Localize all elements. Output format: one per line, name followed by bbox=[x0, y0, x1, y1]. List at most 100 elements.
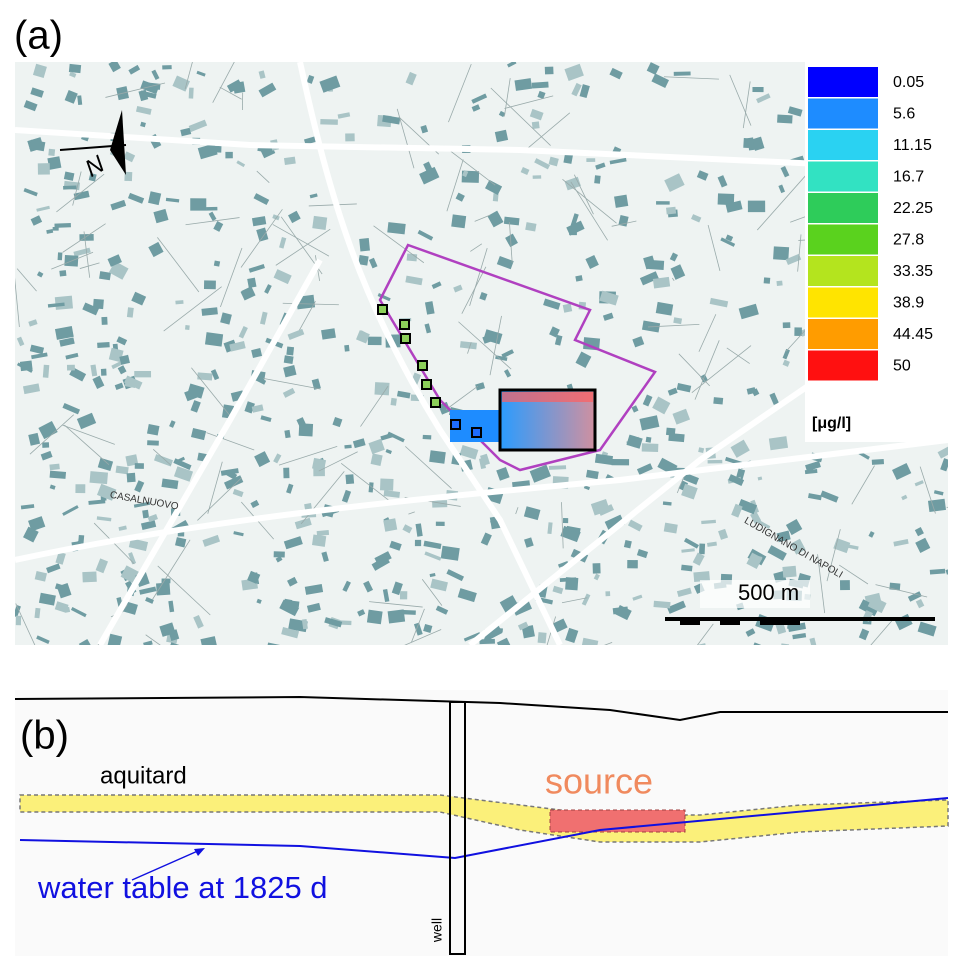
building bbox=[627, 560, 638, 568]
building bbox=[274, 551, 285, 557]
building bbox=[189, 88, 194, 99]
building bbox=[233, 81, 246, 93]
building bbox=[284, 355, 294, 364]
building bbox=[20, 360, 33, 371]
building bbox=[593, 563, 601, 574]
building bbox=[63, 185, 76, 189]
building bbox=[563, 304, 573, 313]
building bbox=[840, 580, 850, 590]
building bbox=[668, 433, 684, 442]
legend-label: 0.05 bbox=[893, 74, 924, 91]
building bbox=[380, 478, 394, 490]
building bbox=[312, 216, 327, 230]
building bbox=[101, 369, 107, 376]
building bbox=[135, 463, 144, 469]
building bbox=[782, 566, 796, 578]
well-label: well bbox=[429, 918, 445, 943]
building bbox=[127, 307, 134, 317]
building bbox=[162, 65, 172, 69]
building bbox=[369, 482, 374, 492]
building bbox=[594, 175, 601, 184]
building bbox=[58, 252, 63, 260]
building bbox=[565, 577, 578, 590]
figure: (a) N CASALNUOVO LUDIGNANO DI NAPOLI 500… bbox=[0, 0, 957, 956]
building bbox=[674, 72, 691, 76]
building bbox=[383, 518, 397, 531]
building bbox=[16, 616, 21, 625]
building bbox=[407, 253, 418, 261]
building bbox=[97, 342, 110, 348]
legend-label: 22.25 bbox=[893, 200, 933, 217]
scale-tick bbox=[680, 621, 700, 625]
building bbox=[127, 473, 136, 483]
building bbox=[777, 115, 793, 124]
building bbox=[614, 195, 628, 208]
building bbox=[205, 332, 223, 346]
building bbox=[185, 325, 190, 330]
building bbox=[345, 133, 355, 141]
building bbox=[368, 337, 382, 345]
building bbox=[569, 229, 577, 235]
building bbox=[781, 643, 789, 649]
building bbox=[563, 518, 568, 523]
scale-label: 500 m bbox=[738, 580, 799, 605]
building bbox=[43, 365, 49, 378]
building bbox=[147, 440, 159, 445]
building bbox=[872, 459, 884, 465]
building bbox=[214, 260, 220, 266]
building bbox=[48, 149, 55, 156]
building bbox=[204, 280, 216, 289]
building bbox=[209, 146, 222, 153]
scale-tick bbox=[720, 621, 740, 625]
building bbox=[313, 464, 325, 477]
scale-line bbox=[665, 617, 935, 621]
legend-label: 5.6 bbox=[893, 106, 915, 123]
building bbox=[429, 450, 446, 463]
legend-swatch bbox=[808, 256, 878, 286]
well-marker bbox=[400, 320, 409, 329]
building bbox=[415, 540, 421, 546]
building bbox=[82, 571, 96, 582]
well-marker bbox=[422, 380, 431, 389]
building bbox=[666, 207, 676, 215]
building bbox=[345, 474, 354, 484]
building bbox=[344, 345, 349, 352]
building bbox=[374, 382, 389, 395]
source-top bbox=[502, 392, 593, 402]
building bbox=[656, 201, 670, 204]
legend-label: 16.7 bbox=[893, 169, 924, 186]
building bbox=[90, 471, 108, 484]
building bbox=[197, 372, 212, 380]
building bbox=[612, 459, 630, 465]
panel-label: (b) bbox=[20, 714, 69, 758]
building bbox=[101, 317, 107, 325]
well-marker bbox=[401, 334, 410, 343]
building bbox=[75, 484, 85, 493]
building bbox=[400, 591, 407, 599]
street bbox=[558, 642, 612, 662]
legend-label: 11.15 bbox=[893, 137, 932, 154]
legend-label: 50 bbox=[893, 358, 911, 375]
aquitard-label: aquitard bbox=[100, 762, 187, 789]
legend-swatch bbox=[808, 225, 878, 255]
scale-tick bbox=[760, 621, 800, 625]
building bbox=[764, 277, 771, 283]
building bbox=[646, 437, 652, 443]
legend-swatch bbox=[808, 288, 878, 318]
legend-swatch bbox=[808, 193, 878, 223]
water-table-label: water table at 1825 d bbox=[37, 870, 328, 905]
legend-label: 44.45 bbox=[893, 326, 933, 343]
building bbox=[156, 583, 170, 596]
building bbox=[53, 227, 59, 231]
building bbox=[320, 119, 338, 125]
building bbox=[367, 610, 383, 625]
building bbox=[653, 601, 670, 609]
building bbox=[359, 238, 370, 251]
building bbox=[38, 163, 50, 175]
legend-swatch bbox=[808, 67, 878, 97]
building bbox=[175, 300, 183, 304]
building bbox=[538, 632, 547, 643]
legend-swatch bbox=[808, 99, 878, 129]
building bbox=[451, 214, 466, 228]
building bbox=[708, 460, 723, 464]
